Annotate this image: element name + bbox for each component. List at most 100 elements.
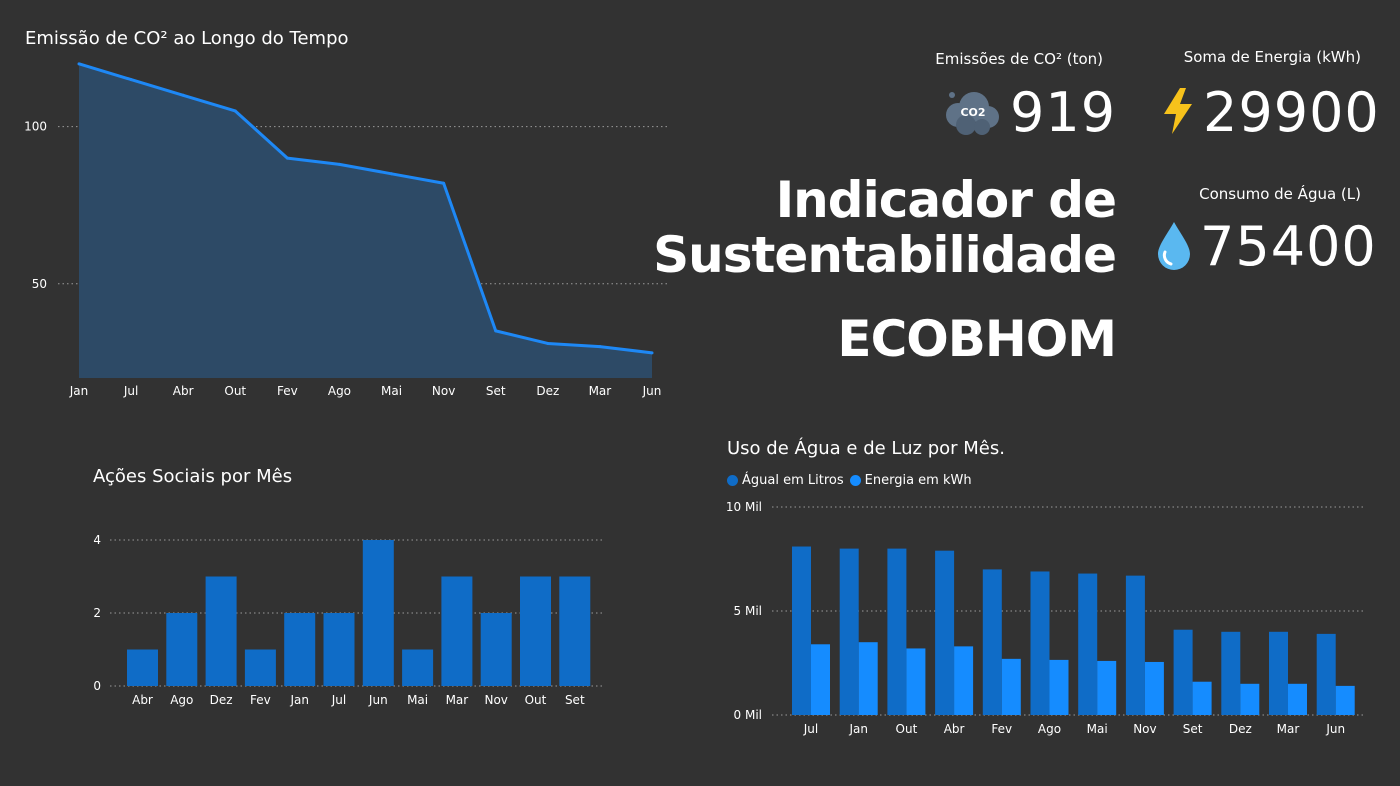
x-tick-label: Nov xyxy=(484,693,507,707)
energy-bar xyxy=(1144,661,1164,715)
x-tick-label: Mar xyxy=(446,693,469,707)
x-tick-label: Nov xyxy=(432,384,455,398)
legend-swatch-energy xyxy=(849,475,861,486)
x-tick-label: Fev xyxy=(250,693,271,707)
x-tick-label: Set xyxy=(486,384,506,398)
data-point xyxy=(390,172,394,176)
social-bar xyxy=(284,613,316,686)
energy-bar xyxy=(1001,658,1021,715)
y-tick-label: 50 xyxy=(32,277,47,291)
y-tick-label: 100 xyxy=(24,120,47,134)
co2-line-chart[interactable]: 50 100 Jan Jul Abr Out Fev Ago Mai Nov Set Dez Mar Ju… xyxy=(0,0,700,410)
legend-label-energy: Energia em kWh xyxy=(864,473,972,488)
x-tick-label: Mar xyxy=(1277,722,1300,736)
data-point xyxy=(442,181,446,185)
x-tick-label: Fev xyxy=(991,722,1012,736)
energy-kpi-label: Soma de Energia (kWh) xyxy=(1183,48,1361,66)
energy-bar xyxy=(1288,683,1307,715)
social-chart-title: Ações Sociais por Mês xyxy=(93,466,293,487)
usage-legend: Águal em Litros Energia em kWh xyxy=(727,473,978,488)
co2-cloud-icon: CO2 xyxy=(946,92,999,135)
energy-bar xyxy=(811,644,830,715)
water-kpi-label: Consumo de Água (L) xyxy=(1199,185,1361,203)
water-drop-icon xyxy=(1158,222,1190,270)
energy-bar xyxy=(1192,681,1212,715)
data-point xyxy=(77,62,81,66)
y-tick-label: 0 Mil xyxy=(734,708,762,722)
y-tick-label: 2 xyxy=(93,606,101,620)
x-tick-label: Dez xyxy=(1229,722,1252,736)
data-point xyxy=(546,341,550,345)
x-tick-label: Ago xyxy=(1038,722,1061,736)
y-tick-label: 4 xyxy=(93,533,101,547)
y-tick-label: 5 Mil xyxy=(734,604,762,618)
legend-item-energy[interactable]: Energia em kWh xyxy=(849,473,972,488)
water-bar xyxy=(839,548,859,715)
dashboard-title: Indicador de Sustentabilidade xyxy=(653,171,1117,284)
co2-line xyxy=(78,62,653,355)
data-point xyxy=(233,109,237,113)
legend-item-water[interactable]: Águal em Litros xyxy=(727,473,844,488)
x-tick-label: Dez xyxy=(210,693,233,707)
title-line-2: Sustentabilidade xyxy=(653,226,1117,284)
x-tick-label: Jan xyxy=(289,693,309,707)
co2-area xyxy=(79,63,652,379)
x-tick-label: Set xyxy=(565,693,585,707)
water-kpi-value: 75400 xyxy=(1200,215,1377,278)
x-tick-label: Abr xyxy=(944,722,965,736)
lightning-bolt-icon xyxy=(1164,88,1192,134)
water-bar xyxy=(792,546,811,715)
social-bar xyxy=(441,576,473,686)
co2-icon-text: CO2 xyxy=(960,106,985,119)
data-point xyxy=(494,329,498,333)
social-bar-chart[interactable]: 0 2 4 Abr Ago Dez Fev Jan Jul Jun Mai Mar Nov Out Set xyxy=(0,520,640,720)
water-bar xyxy=(935,550,955,715)
data-point xyxy=(285,156,289,160)
social-bar xyxy=(205,576,237,686)
x-tick-label: Jun xyxy=(1325,722,1345,736)
data-point xyxy=(650,351,654,355)
energy-kpi-value: 29900 xyxy=(1203,81,1380,144)
y-tick-label: 10 Mil xyxy=(726,500,762,514)
energy-bar xyxy=(1049,659,1069,715)
company-name: ECOBHOM xyxy=(837,310,1117,368)
x-tick-label: Jan xyxy=(848,722,868,736)
co2-chart-title: Emissão de CO² ao Longo do Tempo xyxy=(25,28,349,49)
legend-swatch-water xyxy=(727,475,738,486)
x-tick-label: Nov xyxy=(1133,722,1156,736)
social-bar xyxy=(480,613,512,686)
x-tick-label: Jul xyxy=(331,693,346,707)
water-bar xyxy=(1316,633,1336,715)
energy-bar xyxy=(1240,683,1260,715)
x-tick-label: Jun xyxy=(368,693,388,707)
water-bar xyxy=(1030,571,1050,715)
x-tick-label: Jul xyxy=(123,384,138,398)
energy-bar xyxy=(1335,685,1355,715)
x-tick-label: Jan xyxy=(69,384,89,398)
social-bar xyxy=(559,576,591,686)
title-line-1: Indicador de xyxy=(775,171,1117,229)
co2-kpi-label: Emissões de CO² (ton) xyxy=(935,50,1103,68)
water-bar xyxy=(1269,631,1288,715)
x-tick-label: Jul xyxy=(803,722,818,736)
x-tick-label: Mar xyxy=(589,384,612,398)
legend-label-water: Águal em Litros xyxy=(742,473,844,488)
water-bar xyxy=(1173,629,1193,715)
social-bar xyxy=(127,649,158,686)
social-bar xyxy=(402,649,434,686)
x-tick-label: Fev xyxy=(277,384,298,398)
energy-bar xyxy=(1097,660,1117,715)
social-bar xyxy=(362,540,394,686)
x-tick-label: Set xyxy=(1183,722,1203,736)
x-tick-label: Out xyxy=(525,693,547,707)
x-tick-label: Mai xyxy=(381,384,402,398)
data-point xyxy=(337,162,341,166)
social-bar xyxy=(520,576,551,686)
x-tick-label: Abr xyxy=(173,384,194,398)
usage-bar-chart[interactable]: 0 Mil 5 Mil 10 Mil Jul Jan Out Abr Fev Ago Mai Nov… xyxy=(700,495,1380,745)
water-bar xyxy=(982,569,1002,715)
water-bar xyxy=(1125,575,1145,715)
social-bar xyxy=(244,649,276,686)
energy-bar xyxy=(954,646,974,715)
social-bar xyxy=(323,613,355,686)
